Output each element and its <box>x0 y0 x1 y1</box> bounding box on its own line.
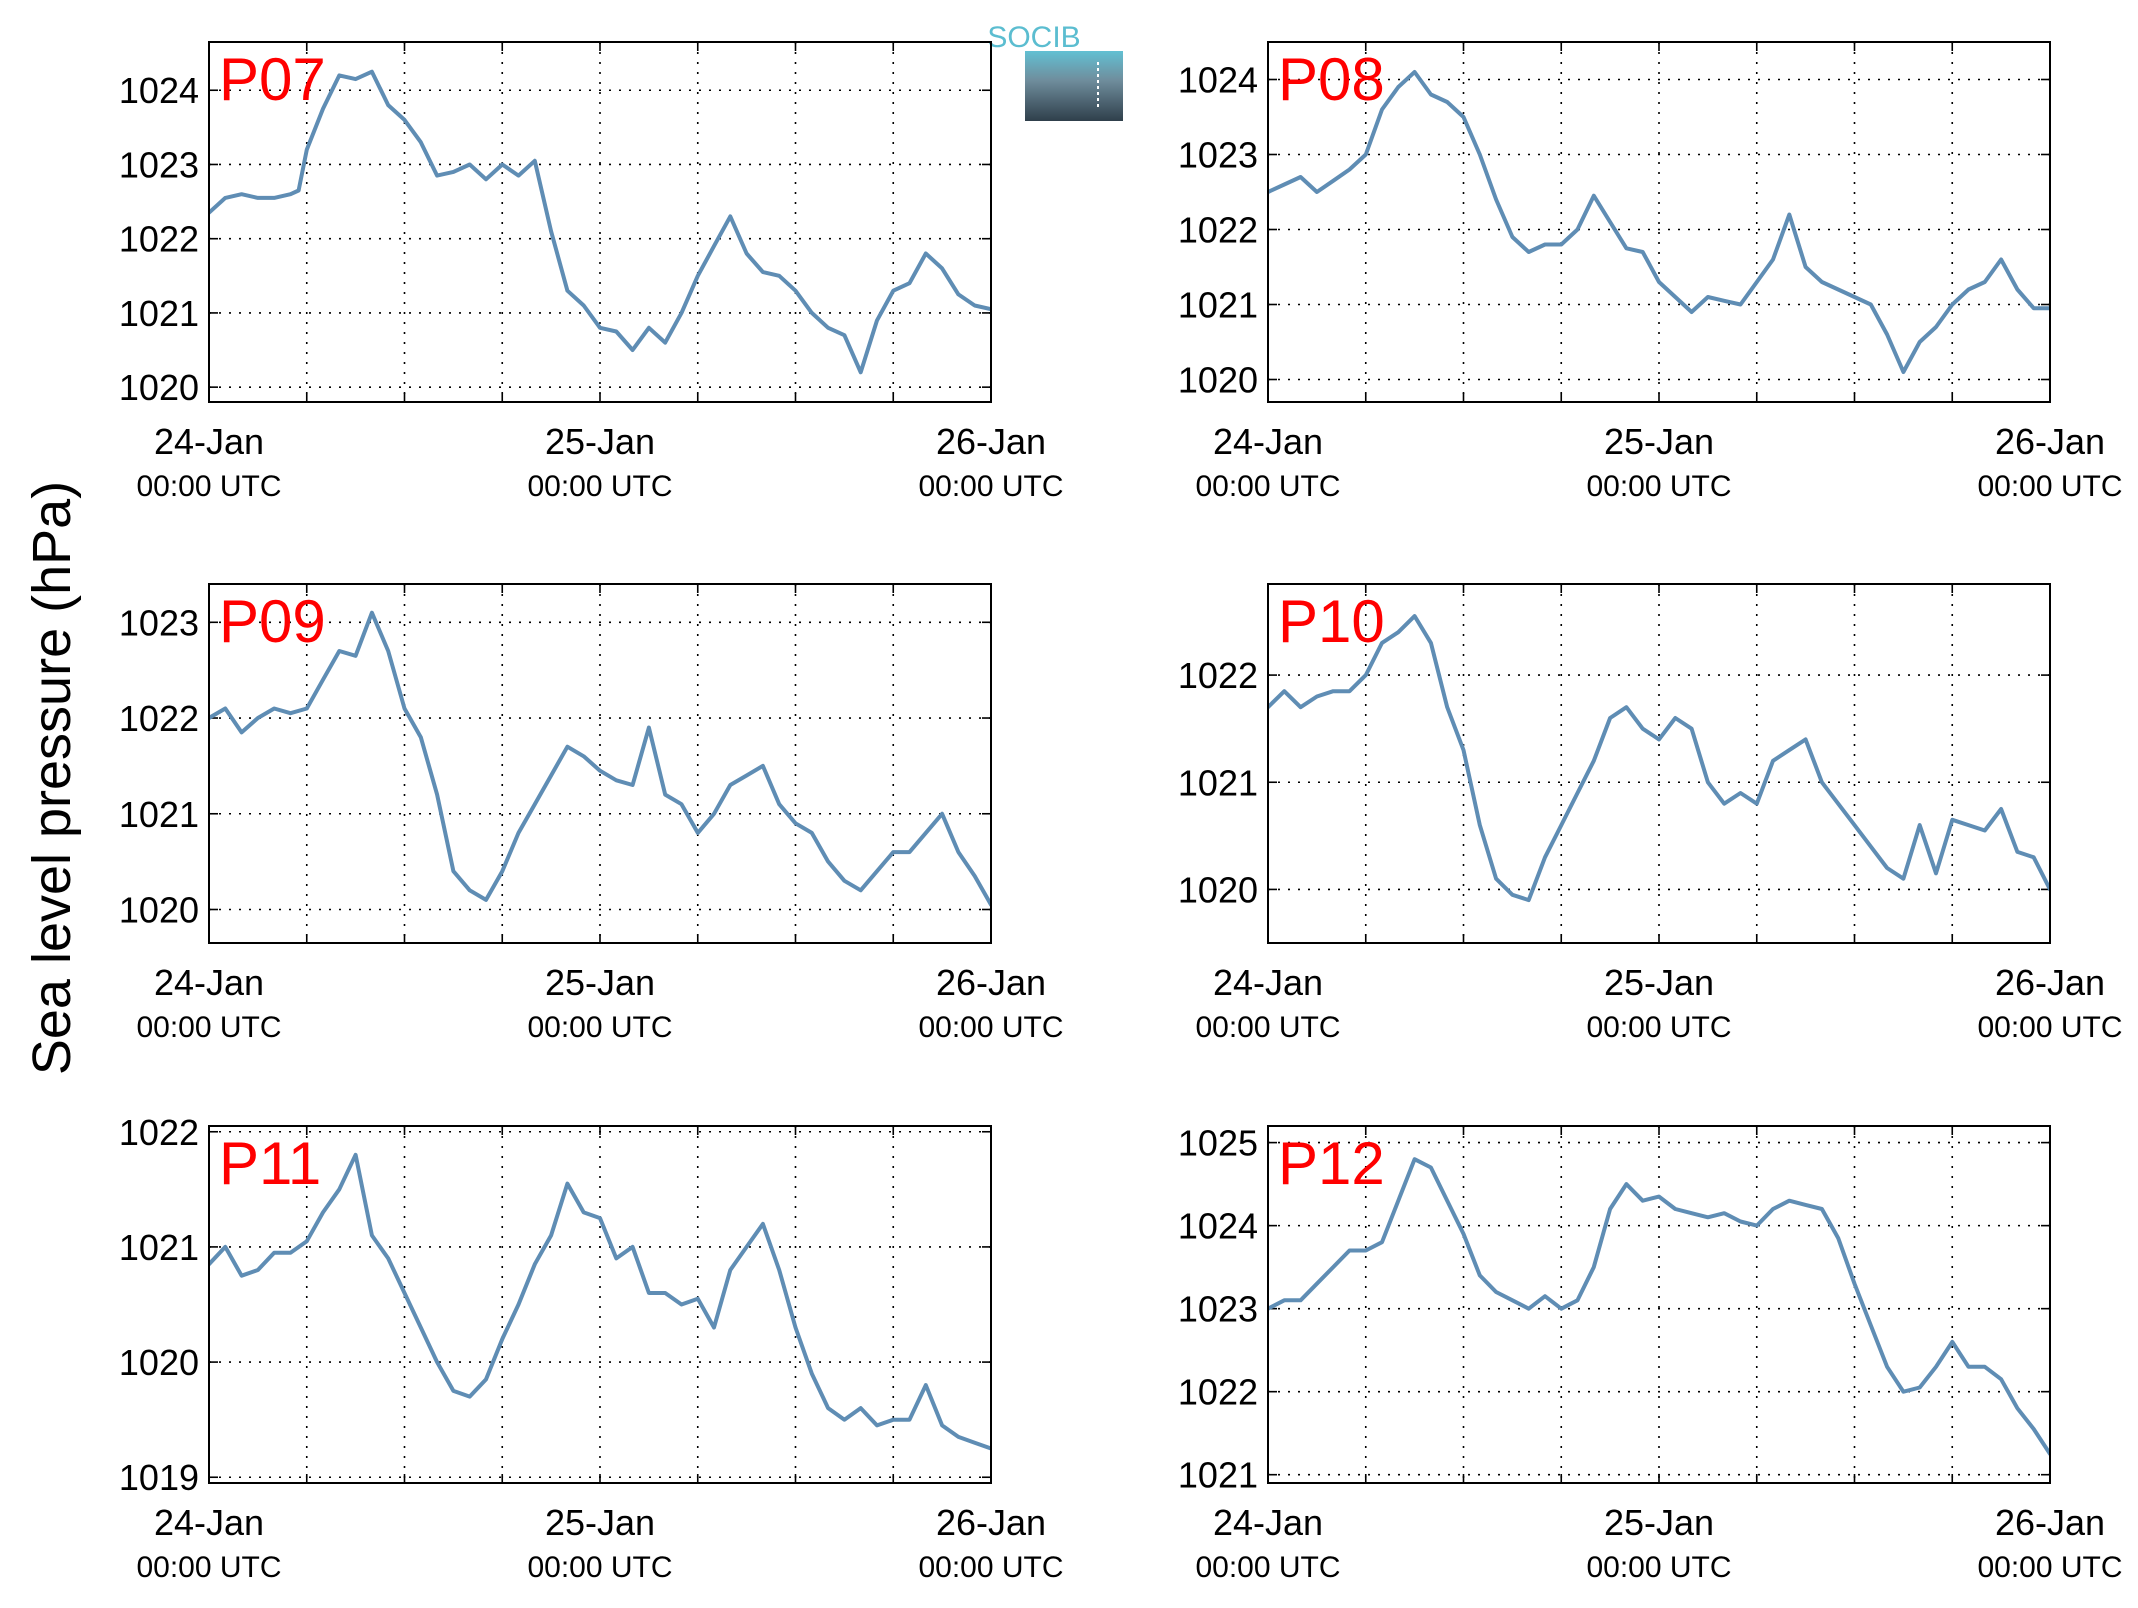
pressure-line-p11 <box>209 1152 991 1451</box>
y-tick-label: 1021 <box>1178 1455 1258 1496</box>
y-tick-label: 1024 <box>1178 1206 1258 1247</box>
y-tick-label: 1023 <box>1178 1289 1258 1330</box>
x-tick-label-day: 26-Jan <box>936 421 1046 462</box>
x-tick-label-day: 24-Jan <box>154 962 264 1003</box>
pressure-line-p10 <box>1268 614 2050 903</box>
y-tick-label: 1023 <box>1178 135 1258 176</box>
x-tick-label-time: 00:00 UTC <box>136 1551 281 1584</box>
y-tick-label: 1024 <box>119 70 199 111</box>
x-tick-label-time: 00:00 UTC <box>1977 1551 2122 1584</box>
x-tick-label-time: 00:00 UTC <box>1977 470 2122 503</box>
station-label-p10: P10 <box>1278 588 1385 655</box>
chart-panel-p11: 1019 1020 1021 1022 24-Jan 00:00 UTC 25-Jan 00:… <box>119 1112 1064 1584</box>
station-label-p08: P08 <box>1278 46 1385 113</box>
x-tick-label-day: 24-Jan <box>1213 962 1323 1003</box>
x-tick-label-day: 25-Jan <box>1604 962 1714 1003</box>
x-tick-label-time: 00:00 UTC <box>1586 1551 1731 1584</box>
y-tick-label: 1022 <box>1178 655 1258 696</box>
y-tick-label: 1023 <box>119 602 199 643</box>
station-label-p11: P11 <box>219 1130 321 1197</box>
x-tick-label-day: 25-Jan <box>545 962 655 1003</box>
x-tick-label-day: 26-Jan <box>1995 421 2105 462</box>
x-tick-label-time: 00:00 UTC <box>1195 470 1340 503</box>
x-tick-label-time: 00:00 UTC <box>1586 470 1731 503</box>
x-tick-label-day: 24-Jan <box>1213 1502 1323 1543</box>
x-tick-label-time: 00:00 UTC <box>136 470 281 503</box>
x-tick-label-time: 00:00 UTC <box>527 470 672 503</box>
x-tick-label-day: 26-Jan <box>1995 1502 2105 1543</box>
y-tick-label: 1020 <box>119 1342 199 1383</box>
x-tick-label-day: 25-Jan <box>1604 1502 1714 1543</box>
panels: 1020 1021 1022 1023 1024 24-Jan 00:00 UTC 25-Ja… <box>119 41 2123 1584</box>
x-tick-label-day: 25-Jan <box>545 421 655 462</box>
y-tick-label: 1019 <box>119 1457 199 1498</box>
x-tick-label-day: 24-Jan <box>154 1502 264 1543</box>
pressure-line-p07 <box>209 69 991 375</box>
plot-frame <box>1267 41 2051 403</box>
chart-panel-p07: 1020 1021 1022 1023 1024 24-Jan 00:00 UTC 25-Ja… <box>119 41 1064 503</box>
x-tick-label-time: 00:00 UTC <box>1195 1011 1340 1044</box>
pressure-line-p09 <box>209 610 991 907</box>
x-tick-label-time: 00:00 UTC <box>1586 1011 1731 1044</box>
plot-frame <box>1267 583 2051 944</box>
socib-logo-text: SOCIB <box>987 21 1080 54</box>
y-tick-label: 1021 <box>119 794 199 835</box>
y-tick-label: 1020 <box>1178 360 1258 401</box>
y-tick-label: 1020 <box>119 367 199 408</box>
x-tick-label-day: 26-Jan <box>936 1502 1046 1543</box>
chart-panel-p10: 1020 1021 1022 24-Jan 00:00 UTC 25-Jan 00:00 U… <box>1178 583 2123 1044</box>
chart-panel-p08: 1020 1021 1022 1023 1024 24-Jan 00:00 UTC 25-Ja… <box>1178 41 2123 503</box>
plot-frame <box>208 41 992 403</box>
chart-panel-p09: 1020 1021 1022 1023 24-Jan 00:00 UTC 25-Jan 00:… <box>119 583 1064 1044</box>
pressure-line-p12 <box>1268 1157 2050 1456</box>
x-tick-label-time: 00:00 UTC <box>1195 1551 1340 1584</box>
y-tick-label: 1024 <box>1178 60 1258 101</box>
plot-frame <box>208 583 992 944</box>
socib-logo-mark <box>1025 51 1123 121</box>
y-tick-label: 1020 <box>1178 869 1258 910</box>
y-tick-label: 1022 <box>119 1112 199 1153</box>
x-tick-label-time: 00:00 UTC <box>1977 1011 2122 1044</box>
y-tick-label: 1021 <box>119 293 199 334</box>
y-axis-label: Sea level pressure (hPa) <box>22 481 82 1075</box>
y-tick-label: 1023 <box>119 144 199 185</box>
x-tick-label-day: 26-Jan <box>936 962 1046 1003</box>
socib-logo: SOCIB <box>987 21 1123 121</box>
station-label-p09: P09 <box>219 588 326 655</box>
x-tick-label-day: 24-Jan <box>1213 421 1323 462</box>
x-tick-label-day: 25-Jan <box>1604 421 1714 462</box>
x-tick-label-day: 26-Jan <box>1995 962 2105 1003</box>
y-tick-label: 1025 <box>1178 1123 1258 1164</box>
station-label-p07: P07 <box>219 46 326 113</box>
y-tick-label: 1022 <box>1178 210 1258 251</box>
station-label-p12: P12 <box>1278 1130 1385 1197</box>
x-tick-label-day: 24-Jan <box>154 421 264 462</box>
y-tick-label: 1021 <box>119 1227 199 1268</box>
x-tick-label-day: 25-Jan <box>545 1502 655 1543</box>
x-tick-label-time: 00:00 UTC <box>527 1011 672 1044</box>
y-tick-label: 1020 <box>119 889 199 930</box>
y-tick-label: 1022 <box>119 219 199 260</box>
y-tick-label: 1021 <box>1178 285 1258 326</box>
y-tick-label: 1021 <box>1178 762 1258 803</box>
plot-frame <box>1267 1125 2051 1484</box>
x-tick-label-time: 00:00 UTC <box>918 470 1063 503</box>
x-tick-label-time: 00:00 UTC <box>136 1011 281 1044</box>
y-tick-label: 1022 <box>119 698 199 739</box>
x-tick-label-time: 00:00 UTC <box>918 1551 1063 1584</box>
chart-panel-p12: 1021 1022 1023 1024 1025 24-Jan 00:00 UTC 25-Ja… <box>1178 1123 2123 1584</box>
plot-frame <box>208 1125 992 1484</box>
pressure-line-p08 <box>1268 70 2050 374</box>
x-tick-label-time: 00:00 UTC <box>918 1011 1063 1044</box>
y-tick-label: 1022 <box>1178 1372 1258 1413</box>
x-tick-label-time: 00:00 UTC <box>527 1551 672 1584</box>
